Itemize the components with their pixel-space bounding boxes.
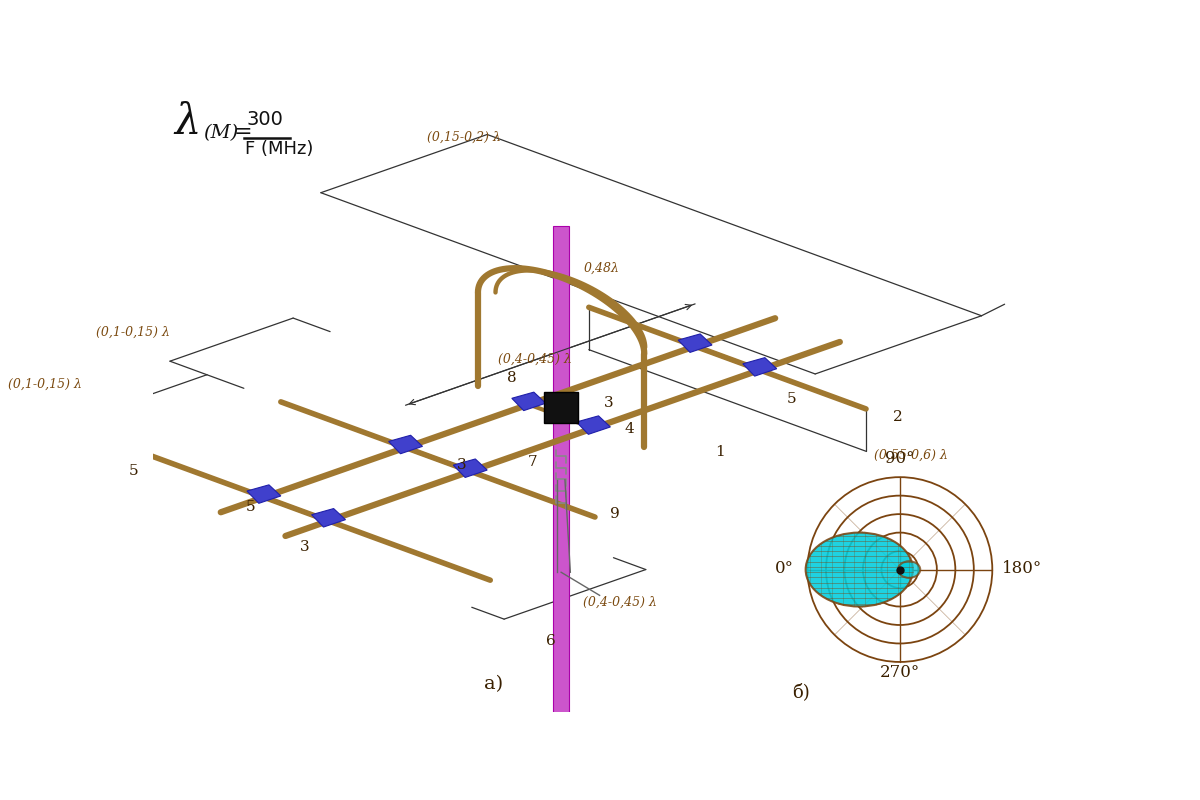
Polygon shape	[678, 334, 712, 353]
Polygon shape	[512, 392, 546, 410]
Polygon shape	[454, 459, 487, 478]
Text: (0,55-0,6) λ: (0,55-0,6) λ	[874, 449, 948, 462]
Text: 9: 9	[610, 507, 619, 522]
Polygon shape	[553, 226, 569, 734]
Polygon shape	[743, 358, 776, 376]
Text: 7: 7	[528, 455, 538, 469]
Text: 90°: 90°	[886, 450, 914, 467]
Text: 3: 3	[604, 397, 613, 410]
Text: (0,4-0,45) λ: (0,4-0,45) λ	[583, 596, 656, 609]
Text: 0°: 0°	[775, 560, 793, 577]
Polygon shape	[544, 392, 578, 423]
Text: (М): (М)	[203, 124, 239, 142]
Text: (0,1-0,15) λ: (0,1-0,15) λ	[96, 326, 170, 338]
Text: 5: 5	[246, 500, 256, 514]
Text: (0,4-0,45) λ: (0,4-0,45) λ	[498, 352, 572, 366]
Text: 300: 300	[246, 110, 283, 130]
Text: (0,15-0,2) λ: (0,15-0,2) λ	[427, 130, 500, 143]
Text: 3: 3	[457, 458, 467, 472]
Text: 6: 6	[546, 634, 556, 648]
Text: =: =	[234, 122, 252, 142]
Text: (0,1-0,15) λ: (0,1-0,15) λ	[8, 378, 82, 391]
Ellipse shape	[898, 562, 920, 578]
Polygon shape	[312, 509, 346, 527]
Text: F (MHz): F (MHz)	[246, 140, 313, 158]
Polygon shape	[389, 435, 422, 454]
Ellipse shape	[805, 533, 913, 606]
Text: 4: 4	[624, 422, 634, 436]
Text: 8: 8	[508, 371, 517, 385]
Text: 0,48λ: 0,48λ	[583, 262, 619, 274]
Text: 1: 1	[715, 445, 725, 458]
Text: 5: 5	[130, 464, 139, 478]
Text: 270°: 270°	[880, 664, 920, 682]
Text: λ: λ	[174, 102, 200, 143]
Text: б): б)	[792, 682, 810, 701]
Text: 5: 5	[787, 393, 797, 406]
Text: 180°: 180°	[1002, 560, 1042, 577]
Text: а): а)	[484, 675, 503, 693]
Polygon shape	[247, 485, 281, 503]
Text: 2: 2	[893, 410, 902, 424]
Text: 3: 3	[300, 540, 310, 554]
Polygon shape	[576, 416, 611, 434]
